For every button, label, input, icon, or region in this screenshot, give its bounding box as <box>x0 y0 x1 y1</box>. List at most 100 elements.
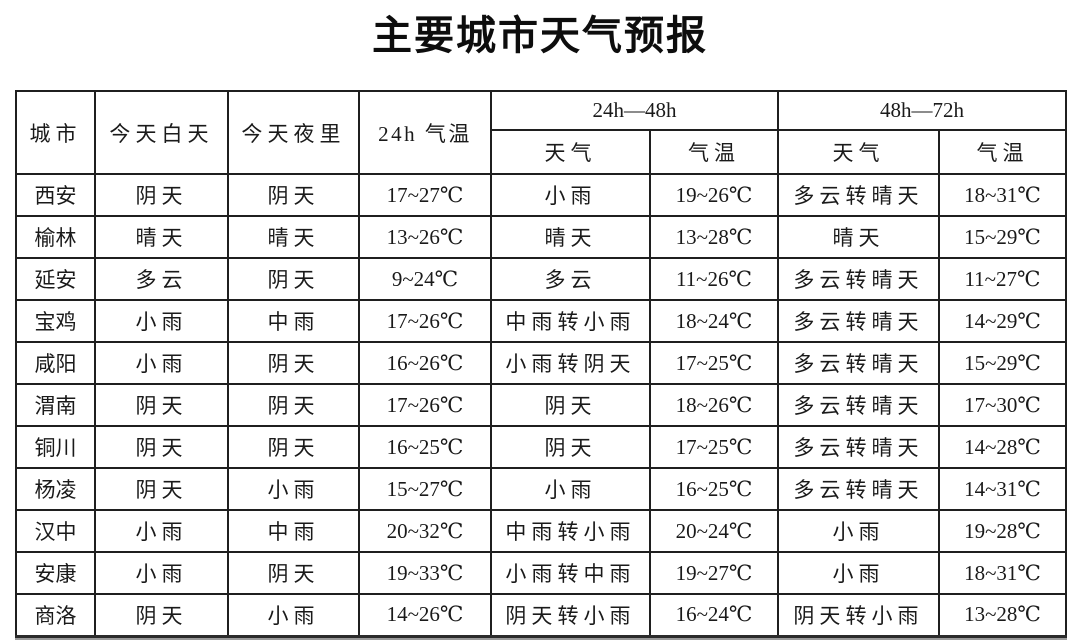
cell-today-day: 小雨 <box>94 509 229 553</box>
cell-temp-24h: 17~26℃ <box>358 299 492 343</box>
col-header-weather-48h-72h: 天气 <box>777 129 940 175</box>
cell-weather-24-48: 小雨转阴天 <box>490 341 651 385</box>
cell-weather-48-72: 晴天 <box>777 215 940 259</box>
cell-weather-48-72: 多云转晴天 <box>777 383 940 427</box>
cell-today-night: 中雨 <box>227 509 360 553</box>
cell-temp-24h: 19~33℃ <box>358 551 492 595</box>
cell-weather-24-48: 多云 <box>490 257 651 301</box>
table-row: 咸阳 小雨 阴天 16~26℃ 小雨转阴天 17~25℃ 多云转晴天 15~29℃ <box>15 341 1067 385</box>
cell-city: 杨凌 <box>15 467 96 511</box>
cell-today-night: 阴天 <box>227 341 360 385</box>
cell-temp-24h: 17~26℃ <box>358 383 492 427</box>
cell-temp-24h: 16~25℃ <box>358 425 492 469</box>
cell-temp-24-48: 19~27℃ <box>649 551 779 595</box>
cell-weather-48-72: 多云转晴天 <box>777 341 940 385</box>
cell-today-day: 阴天 <box>94 425 229 469</box>
cell-temp-48-72: 18~31℃ <box>938 173 1067 217</box>
col-header-weather-24h-48h: 天气 <box>490 129 651 175</box>
cell-temp-24-48: 19~26℃ <box>649 173 779 217</box>
cell-today-day: 多云 <box>94 257 229 301</box>
table-row: 延安 多云 阴天 9~24℃ 多云 11~26℃ 多云转晴天 11~27℃ <box>15 257 1067 301</box>
cell-temp-24-48: 20~24℃ <box>649 509 779 553</box>
cell-temp-48-72: 15~29℃ <box>938 215 1067 259</box>
cell-today-day: 阴天 <box>94 173 229 217</box>
cell-weather-24-48: 晴天 <box>490 215 651 259</box>
cell-weather-48-72: 小雨 <box>777 509 940 553</box>
cell-today-day: 晴天 <box>94 215 229 259</box>
cell-temp-48-72: 14~28℃ <box>938 425 1067 469</box>
cell-temp-48-72: 14~31℃ <box>938 467 1067 511</box>
col-header-temp-24h: 24h 气温 <box>358 90 492 175</box>
cell-today-night: 阴天 <box>227 173 360 217</box>
cell-temp-24h: 20~32℃ <box>358 509 492 553</box>
cell-weather-24-48: 阴天 <box>490 383 651 427</box>
cell-weather-48-72: 多云转晴天 <box>777 467 940 511</box>
table-row: 宝鸡 小雨 中雨 17~26℃ 中雨转小雨 18~24℃ 多云转晴天 14~29℃ <box>15 299 1067 343</box>
cell-temp-48-72: 14~29℃ <box>938 299 1067 343</box>
header-row-2: 天气 气温 天气 气温 <box>16 129 1067 175</box>
cell-weather-48-72: 多云转晴天 <box>777 425 940 469</box>
cell-temp-24h: 17~27℃ <box>358 173 492 217</box>
header-row-1: 城市 今天白天 今天夜里 24h 气温 24h—48h 48h—72h <box>15 90 1067 175</box>
page-title: 主要城市天气预报 <box>372 13 708 58</box>
col-header-today-day: 今天白天 <box>94 90 229 175</box>
cell-temp-24-48: 18~26℃ <box>649 383 779 427</box>
cell-weather-48-72: 阴天转小雨 <box>777 593 940 637</box>
cell-weather-24-48: 中雨转小雨 <box>490 509 651 553</box>
cell-today-night: 晴天 <box>227 215 360 259</box>
cell-city: 延安 <box>15 257 96 301</box>
cell-temp-24-48: 11~26℃ <box>649 257 779 301</box>
table-row: 安康 小雨 阴天 19~33℃ 小雨转中雨 19~27℃ 小雨 18~31℃ <box>15 551 1067 595</box>
cell-temp-24-48: 17~25℃ <box>649 341 779 385</box>
col-header-city: 城市 <box>15 90 96 175</box>
cell-today-night: 中雨 <box>227 299 360 343</box>
cell-weather-24-48: 小雨 <box>490 173 651 217</box>
cell-city: 咸阳 <box>15 341 96 385</box>
cell-weather-24-48: 小雨转中雨 <box>490 551 651 595</box>
cell-temp-24h: 9~24℃ <box>358 257 492 301</box>
table-row: 汉中 小雨 中雨 20~32℃ 中雨转小雨 20~24℃ 小雨 19~28℃ <box>15 509 1067 553</box>
cell-temp-24-48: 18~24℃ <box>649 299 779 343</box>
table-row: 铜川 阴天 阴天 16~25℃ 阴天 17~25℃ 多云转晴天 14~28℃ <box>15 425 1067 469</box>
cell-temp-48-72: 11~27℃ <box>938 257 1067 301</box>
col-header-group-24h-48h: 24h—48h <box>490 90 779 131</box>
cell-temp-24-48: 16~24℃ <box>649 593 779 637</box>
cell-weather-48-72: 多云转晴天 <box>777 173 940 217</box>
cell-temp-24h: 15~27℃ <box>358 467 492 511</box>
table-row: 榆林 晴天 晴天 13~26℃ 晴天 13~28℃ 晴天 15~29℃ <box>15 215 1067 259</box>
cell-today-night: 阴天 <box>227 257 360 301</box>
cell-weather-48-72: 多云转晴天 <box>777 257 940 301</box>
table-row: 渭南 阴天 阴天 17~26℃ 阴天 18~26℃ 多云转晴天 17~30℃ <box>15 383 1067 427</box>
cell-today-day: 小雨 <box>94 341 229 385</box>
table-row: 商洛 阴天 小雨 14~26℃ 阴天转小雨 16~24℃ 阴天转小雨 13~28℃ <box>15 593 1067 637</box>
cell-temp-48-72: 18~31℃ <box>938 551 1067 595</box>
cell-temp-48-72: 15~29℃ <box>938 341 1067 385</box>
table-row: 西安 阴天 阴天 17~27℃ 小雨 19~26℃ 多云转晴天 18~31℃ <box>15 173 1067 217</box>
cell-temp-24h: 16~26℃ <box>358 341 492 385</box>
col-header-group-48h-72h: 48h—72h <box>777 90 1067 131</box>
cell-temp-24h: 13~26℃ <box>358 215 492 259</box>
cell-today-day: 小雨 <box>94 299 229 343</box>
cell-today-day: 阴天 <box>94 467 229 511</box>
cell-temp-48-72: 17~30℃ <box>938 383 1067 427</box>
col-header-today-night: 今天夜里 <box>227 90 360 175</box>
col-header-temp-48h-72h: 气温 <box>938 129 1067 175</box>
cell-weather-24-48: 小雨 <box>490 467 651 511</box>
cell-city: 渭南 <box>15 383 96 427</box>
cell-temp-24-48: 17~25℃ <box>649 425 779 469</box>
table-header: 城市 今天白天 今天夜里 24h 气温 24h—48h 48h—72h 天气 气… <box>15 90 1067 175</box>
cell-temp-24h: 14~26℃ <box>358 593 492 637</box>
cell-city: 榆林 <box>15 215 96 259</box>
weather-forecast-table: 城市 今天白天 今天夜里 24h 气温 24h—48h 48h—72h 天气 气… <box>15 90 1067 638</box>
cell-temp-24-48: 16~25℃ <box>649 467 779 511</box>
cell-weather-24-48: 阴天转小雨 <box>490 593 651 637</box>
cell-today-night: 阴天 <box>227 551 360 595</box>
cell-today-night: 阴天 <box>227 383 360 427</box>
cell-today-day: 阴天 <box>94 383 229 427</box>
cell-weather-48-72: 小雨 <box>777 551 940 595</box>
cell-today-day: 阴天 <box>94 593 229 637</box>
cell-city: 汉中 <box>15 509 96 553</box>
cell-weather-24-48: 中雨转小雨 <box>490 299 651 343</box>
page: 主要城市天气预报 城市 今天白天 今天夜里 24h 气温 24h—48h 48h… <box>0 6 1080 644</box>
cell-weather-48-72: 多云转晴天 <box>777 299 940 343</box>
